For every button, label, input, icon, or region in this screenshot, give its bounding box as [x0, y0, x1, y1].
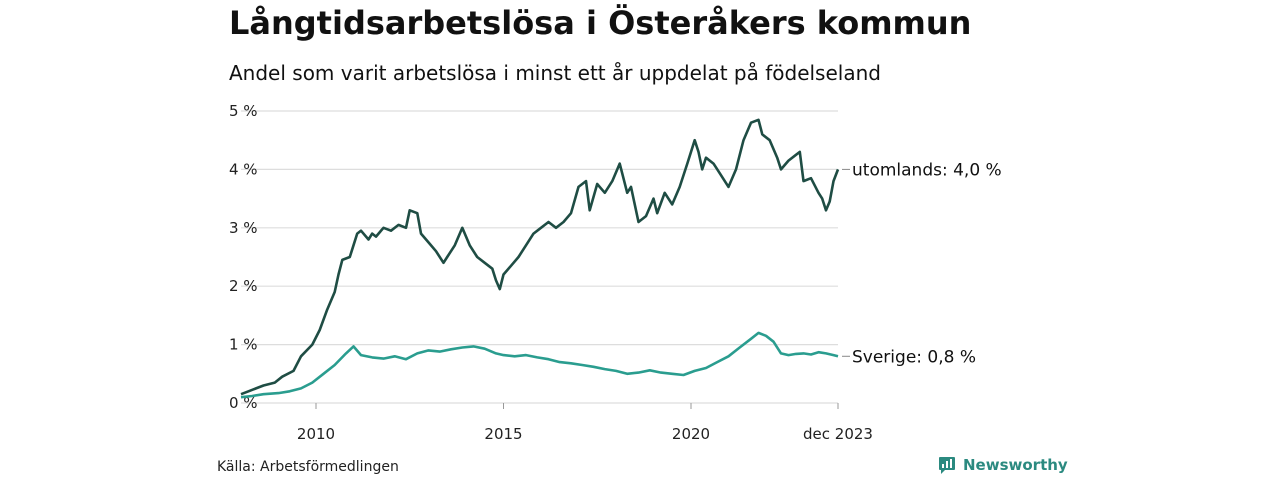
- x-tick-label: dec 2023: [803, 425, 873, 443]
- x-axis: 2010 2015 2020 dec 2023: [297, 403, 873, 443]
- grid-lines: [241, 110, 838, 404]
- x-tick-label: 2015: [484, 425, 522, 443]
- newsworthy-logo-icon: [939, 457, 955, 474]
- y-tick-label: 4 %: [229, 160, 258, 178]
- end-labels: utomlands: 4,0 % Sverige: 0,8 %: [842, 160, 1002, 367]
- y-tick-label: 5 %: [229, 102, 258, 120]
- end-label-sverige: Sverige: 0,8 %: [852, 347, 976, 367]
- brand: Newsworthy: [937, 455, 1068, 475]
- source-note: Källa: Arbetsförmedlingen: [217, 459, 399, 475]
- y-tick-label: 0 %: [229, 394, 258, 412]
- end-label-utomlands: utomlands: 4,0 %: [852, 160, 1002, 180]
- series-line-utomlands: [240, 118, 840, 396]
- brand-name: Newsworthy: [963, 456, 1068, 474]
- chart-title: Långtidsarbetslösa i Österåkers kommun: [229, 4, 972, 42]
- y-tick-label: 1 %: [229, 336, 258, 354]
- y-axis: 0 % 1 % 2 % 3 % 4 % 5 %: [229, 102, 258, 412]
- y-tick-label: 2 %: [229, 277, 258, 295]
- chart-subtitle: Andel som varit arbetslösa i minst ett å…: [229, 61, 881, 85]
- series-lines: [240, 118, 840, 399]
- x-tick-label: 2010: [297, 425, 335, 443]
- series-line-sverige: [240, 331, 839, 399]
- y-tick-label: 3 %: [229, 219, 258, 237]
- x-tick-label: 2020: [672, 425, 710, 443]
